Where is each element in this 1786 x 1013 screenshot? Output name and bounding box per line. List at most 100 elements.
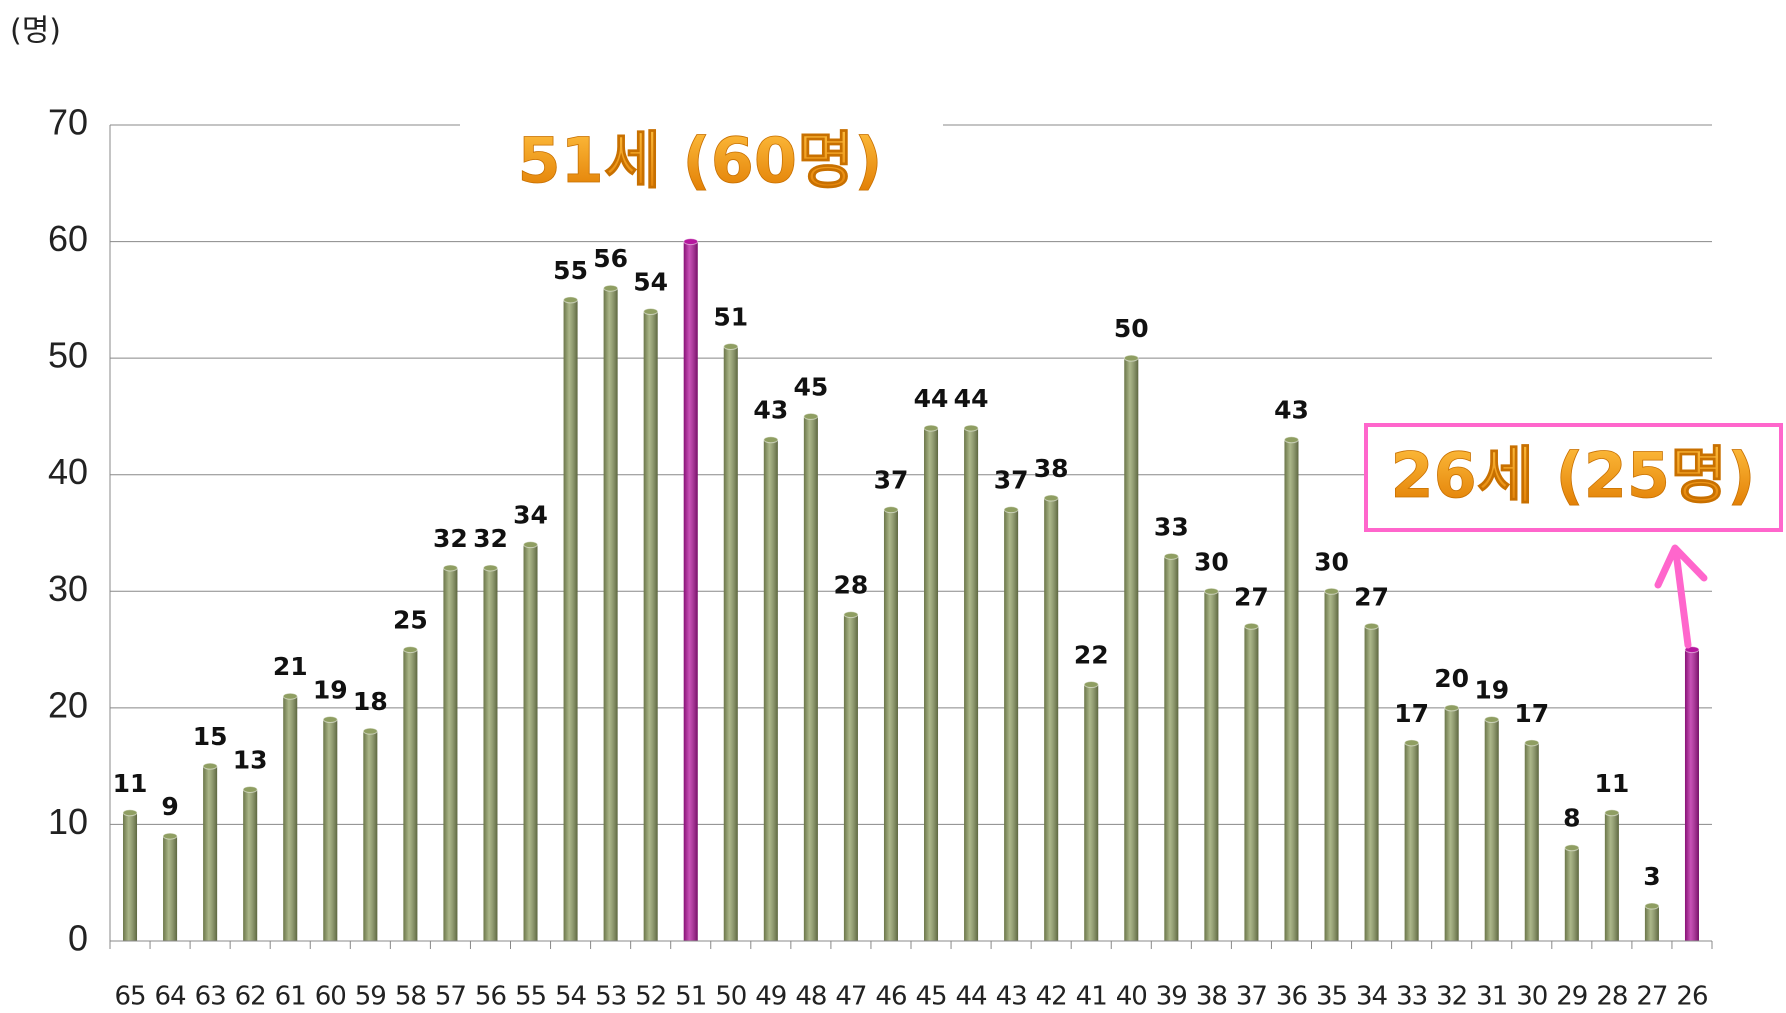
data-label: 43 bbox=[753, 396, 788, 425]
bar-cap bbox=[883, 506, 899, 514]
bar-cap bbox=[1083, 681, 1099, 689]
x-tick-label: 43 bbox=[996, 982, 1027, 1012]
bar-shade bbox=[1204, 591, 1219, 941]
bar-shade bbox=[1124, 358, 1139, 942]
x-tick-label: 44 bbox=[956, 982, 988, 1012]
bar-shade bbox=[1564, 847, 1579, 941]
data-label: 27 bbox=[1234, 582, 1269, 611]
x-tick-label: 36 bbox=[1276, 982, 1307, 1012]
bar-cap bbox=[482, 564, 498, 572]
bar-cap bbox=[803, 412, 819, 420]
data-label: 21 bbox=[273, 652, 308, 681]
bar-cap bbox=[723, 342, 739, 350]
x-tick-label: 57 bbox=[435, 982, 466, 1012]
x-tick-label: 58 bbox=[395, 982, 426, 1012]
x-tick-label: 39 bbox=[1156, 982, 1187, 1012]
x-tick-label: 37 bbox=[1236, 982, 1267, 1012]
data-label: 11 bbox=[1594, 769, 1629, 798]
annotation-box bbox=[1364, 423, 1783, 532]
bar-shade bbox=[763, 439, 778, 941]
x-tick-label: 62 bbox=[235, 982, 266, 1012]
data-label: 43 bbox=[1274, 396, 1309, 425]
x-tick-label: 65 bbox=[114, 982, 145, 1012]
bar-cap bbox=[763, 436, 779, 444]
bar-shade bbox=[203, 766, 218, 941]
data-label: 50 bbox=[1114, 314, 1149, 343]
x-tick-label: 40 bbox=[1116, 982, 1147, 1012]
bar-cap bbox=[1404, 739, 1420, 747]
bar-cap bbox=[563, 296, 579, 304]
y-tick-label: 30 bbox=[48, 568, 88, 609]
bar-shade bbox=[123, 812, 138, 941]
bar-shade bbox=[1164, 556, 1179, 941]
bar-shade bbox=[323, 719, 338, 941]
bar-cap bbox=[1484, 716, 1500, 724]
data-label: 30 bbox=[1194, 547, 1229, 576]
bar-shade bbox=[1484, 719, 1499, 941]
x-tick-label: 29 bbox=[1556, 982, 1587, 1012]
data-label: 44 bbox=[914, 384, 949, 413]
data-label: 15 bbox=[193, 722, 228, 751]
x-tick-label: 53 bbox=[595, 982, 626, 1012]
bar-shade bbox=[1684, 649, 1699, 941]
bar-shade bbox=[443, 567, 458, 941]
data-label: 11 bbox=[113, 769, 148, 798]
bar-shade bbox=[1044, 498, 1059, 941]
x-tick-label: 42 bbox=[1036, 982, 1067, 1012]
data-label: 17 bbox=[1514, 699, 1549, 728]
bar-cap bbox=[242, 785, 258, 793]
bar-cap bbox=[1043, 494, 1059, 502]
bar-cap bbox=[1203, 587, 1219, 595]
bar-shade bbox=[243, 789, 258, 941]
data-label: 28 bbox=[834, 571, 869, 600]
bar-cap bbox=[523, 541, 539, 549]
x-tick-label: 51 bbox=[675, 982, 706, 1012]
bar-cap bbox=[923, 424, 939, 432]
x-tick-label: 49 bbox=[755, 982, 786, 1012]
data-label: 32 bbox=[433, 524, 468, 553]
bar-cap bbox=[1283, 436, 1299, 444]
bar-cap bbox=[1604, 809, 1620, 817]
bar-shade bbox=[363, 731, 378, 941]
x-tick-label: 50 bbox=[715, 982, 746, 1012]
data-label: 13 bbox=[233, 745, 268, 774]
x-tick-label: 34 bbox=[1356, 982, 1388, 1012]
data-label: 9 bbox=[161, 792, 178, 821]
bar-cap bbox=[1524, 739, 1540, 747]
bar-cap bbox=[442, 564, 458, 572]
x-tick-label: 63 bbox=[195, 982, 226, 1012]
data-label: 20 bbox=[1434, 664, 1469, 693]
data-label: 37 bbox=[874, 466, 909, 495]
bar-shade bbox=[1444, 707, 1459, 941]
data-label: 33 bbox=[1154, 512, 1189, 541]
bar-shade bbox=[1644, 906, 1659, 941]
bar-shade bbox=[603, 288, 618, 941]
y-axis-label: (명) bbox=[10, 14, 61, 49]
bar-shade bbox=[843, 614, 858, 941]
bar-shade bbox=[523, 544, 538, 941]
data-label: 17 bbox=[1394, 699, 1429, 728]
data-label: 30 bbox=[1314, 547, 1349, 576]
data-label: 51 bbox=[713, 302, 748, 331]
bar-shade bbox=[1284, 439, 1299, 941]
data-label: 32 bbox=[473, 524, 508, 553]
x-tick-label: 56 bbox=[475, 982, 506, 1012]
bar-shade bbox=[1084, 684, 1099, 941]
bar-shade bbox=[883, 509, 898, 941]
x-tick-label: 46 bbox=[875, 982, 906, 1012]
y-tick-label: 60 bbox=[48, 218, 88, 259]
x-tick-label: 47 bbox=[835, 982, 866, 1012]
bar-cap bbox=[1163, 552, 1179, 560]
bar-cap bbox=[362, 727, 378, 735]
annotation-bg bbox=[460, 110, 943, 210]
y-tick-label: 10 bbox=[48, 801, 88, 842]
data-label: 44 bbox=[954, 384, 989, 413]
bar-cap bbox=[603, 284, 619, 292]
bar-shade bbox=[683, 241, 698, 942]
data-label: 18 bbox=[353, 687, 388, 716]
bar-shade bbox=[1404, 742, 1419, 941]
bar-cap bbox=[202, 762, 218, 770]
x-tick-label: 55 bbox=[515, 982, 546, 1012]
bar-cap bbox=[1444, 704, 1460, 712]
bar-cap bbox=[643, 308, 659, 316]
